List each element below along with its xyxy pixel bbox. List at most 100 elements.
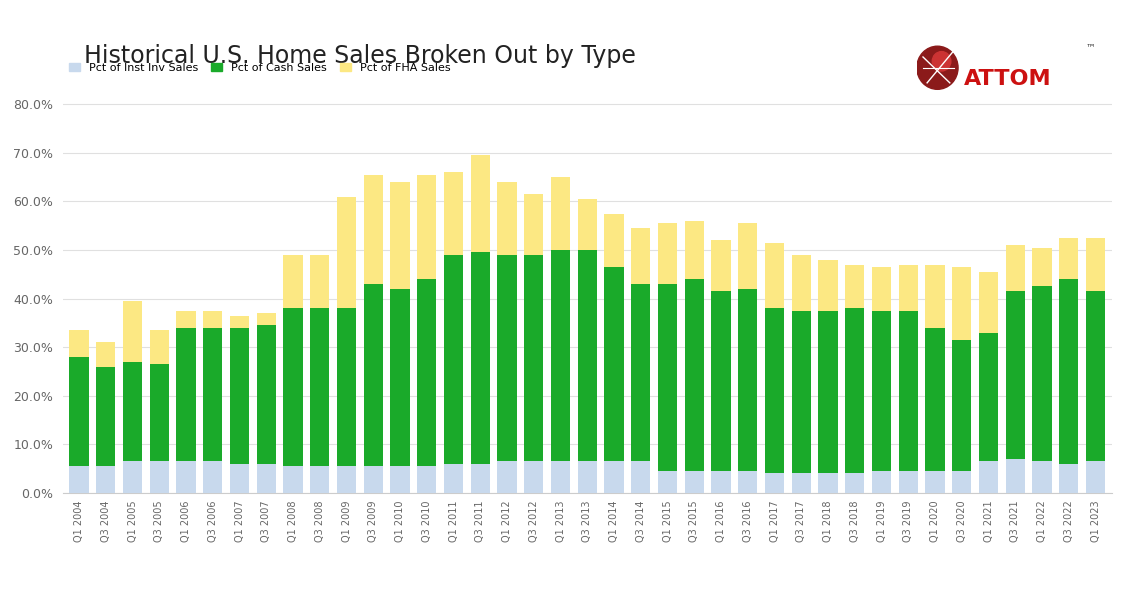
Bar [898, 265, 918, 310]
Bar [712, 471, 731, 493]
Bar [926, 328, 944, 471]
Bar [524, 255, 543, 461]
Bar [898, 310, 918, 471]
Bar [952, 340, 972, 471]
Bar [631, 284, 651, 461]
Bar [604, 461, 623, 493]
Bar [926, 471, 944, 493]
Bar [979, 272, 998, 333]
Bar [1086, 291, 1105, 461]
Bar [631, 228, 651, 284]
Bar [979, 461, 998, 493]
Bar [203, 328, 222, 461]
Bar [846, 308, 864, 473]
Bar [684, 471, 704, 493]
Bar [792, 255, 811, 310]
Bar [658, 471, 677, 493]
Bar [283, 466, 303, 493]
Bar [230, 328, 249, 464]
Bar [898, 471, 918, 493]
Bar [952, 267, 972, 340]
Bar [203, 310, 222, 328]
Bar [391, 466, 410, 493]
Bar [764, 473, 784, 493]
Bar [391, 289, 410, 466]
Bar [926, 265, 944, 328]
Bar [1006, 245, 1025, 291]
Bar [471, 253, 490, 464]
Bar [764, 308, 784, 473]
Bar [283, 308, 303, 466]
Bar [363, 284, 383, 466]
Bar [230, 464, 249, 493]
Bar [417, 466, 437, 493]
Bar [444, 255, 463, 464]
Bar [311, 466, 329, 493]
Bar [337, 308, 356, 466]
Bar [176, 310, 196, 328]
Bar [551, 177, 571, 250]
Text: ATTOM: ATTOM [964, 68, 1052, 89]
Bar [872, 267, 892, 310]
Bar [471, 155, 490, 253]
Bar [1033, 248, 1052, 286]
Bar [792, 310, 811, 473]
Bar [497, 182, 517, 255]
Bar [846, 473, 864, 493]
Bar [979, 333, 998, 461]
Bar [230, 315, 249, 328]
Bar [952, 471, 972, 493]
Legend: Pct of Inst Inv Sales, Pct of Cash Sales, Pct of FHA Sales: Pct of Inst Inv Sales, Pct of Cash Sales… [69, 63, 450, 73]
Bar [203, 461, 222, 493]
Bar [257, 325, 276, 464]
Bar [818, 310, 838, 473]
Bar [257, 313, 276, 325]
Bar [738, 224, 758, 289]
Bar [123, 362, 142, 461]
Bar [524, 194, 543, 255]
Bar [1059, 279, 1078, 464]
Bar [738, 289, 758, 471]
Text: ™: ™ [1086, 42, 1096, 52]
Bar [658, 284, 677, 471]
Bar [1086, 461, 1105, 493]
Bar [1006, 459, 1025, 493]
Bar [96, 367, 116, 466]
Bar [846, 265, 864, 308]
Bar [311, 308, 329, 466]
Bar [150, 364, 168, 461]
Bar [578, 250, 597, 461]
Bar [96, 342, 116, 367]
Circle shape [917, 46, 958, 89]
Bar [578, 461, 597, 493]
Bar [524, 461, 543, 493]
Text: Historical U.S. Home Sales Broken Out by Type: Historical U.S. Home Sales Broken Out by… [84, 44, 636, 68]
Bar [150, 330, 168, 364]
Bar [337, 466, 356, 493]
Bar [70, 466, 88, 493]
Circle shape [933, 52, 951, 71]
Bar [764, 243, 784, 308]
Bar [150, 461, 168, 493]
Bar [471, 464, 490, 493]
Bar [363, 175, 383, 284]
Bar [444, 464, 463, 493]
Bar [604, 267, 623, 461]
Bar [123, 461, 142, 493]
Bar [123, 301, 142, 362]
Bar [1086, 238, 1105, 291]
Bar [96, 466, 116, 493]
Bar [1059, 238, 1078, 279]
Bar [1059, 464, 1078, 493]
Bar [70, 330, 88, 357]
Bar [818, 260, 838, 310]
Bar [497, 461, 517, 493]
Bar [417, 175, 437, 279]
Bar [684, 221, 704, 279]
Bar [311, 255, 329, 308]
Bar [283, 255, 303, 308]
Bar [631, 461, 651, 493]
Bar [257, 464, 276, 493]
Bar [551, 461, 571, 493]
Bar [712, 291, 731, 471]
